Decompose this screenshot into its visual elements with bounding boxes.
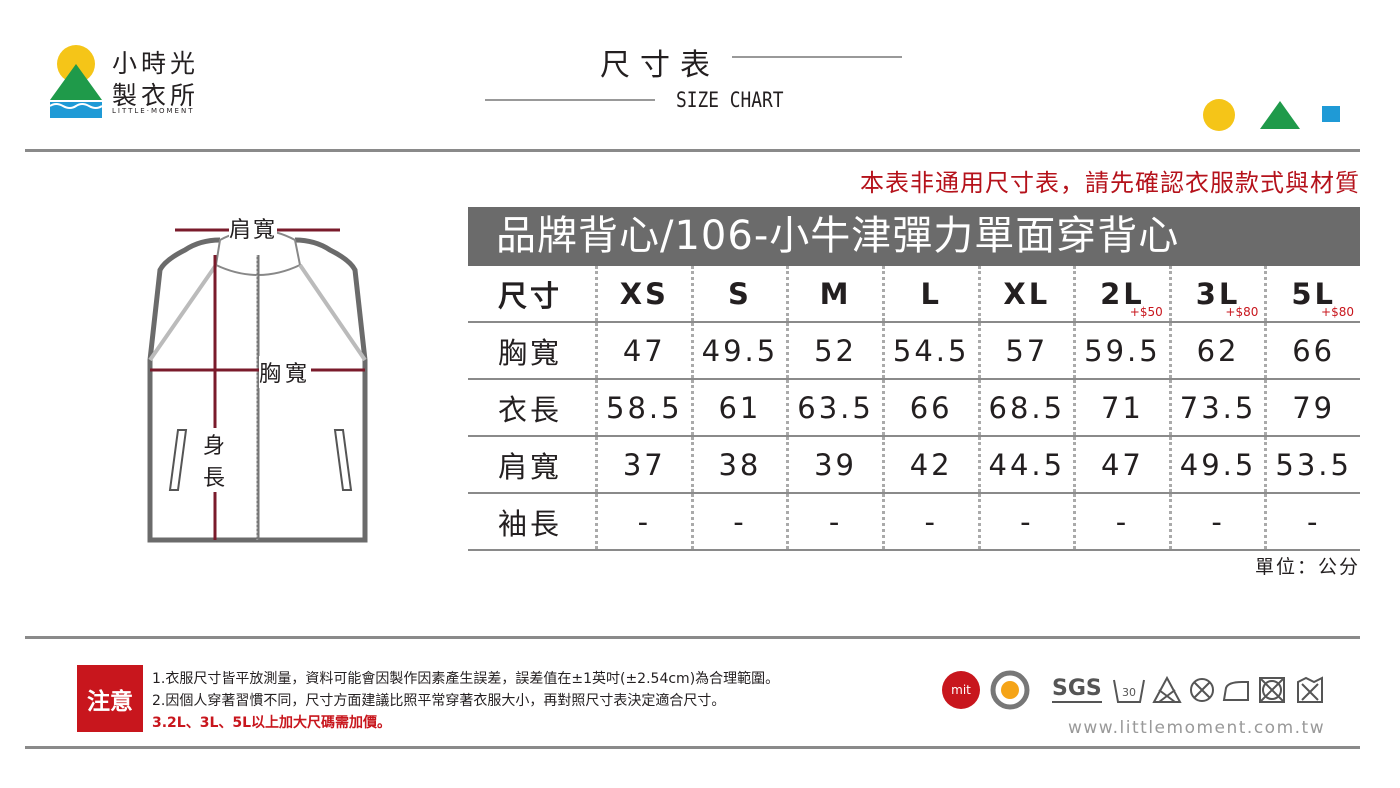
subtitle: SIZE CHART [676, 88, 784, 112]
size-label: XL [1003, 276, 1051, 311]
table-row: 肩寬 37 38 39 42 44.5 47 49.5 53.5 [468, 437, 1360, 494]
website: www.littlemoment.com.tw [1068, 718, 1326, 738]
note: 3.2L、3L、5L以上加大尺碼需加價。 [152, 715, 392, 731]
size-cell: 3L +$80 [1168, 266, 1265, 321]
brand-icons [1203, 99, 1340, 131]
length-label: 身 [203, 428, 226, 460]
value-cell: 52 [786, 323, 882, 378]
value-cell: - [1264, 494, 1360, 549]
value-cell: 58.5 [595, 380, 691, 435]
row-label: 衣長 [498, 392, 563, 427]
size-label: 5L [1291, 276, 1337, 311]
value-cell: 49.5 [1168, 437, 1265, 492]
value-cell: 38 [690, 437, 787, 492]
surcharge: +$80 [1225, 305, 1259, 319]
value-cell: 44.5 [977, 437, 1074, 492]
table-row: 袖長 - - - - - - - - [468, 494, 1360, 551]
note: 1.衣服尺寸皆平放測量，資料可能會因製作因素產生誤差，誤差值在±1英吋(±2.5… [152, 671, 780, 687]
value-cell: - [595, 494, 691, 549]
divider [25, 636, 1360, 639]
size-cell: XL [977, 266, 1074, 321]
surcharge: +$50 [1129, 305, 1163, 319]
size-cell: S [690, 266, 787, 321]
unit: 單位：公分 [1254, 556, 1360, 578]
row-label: 肩寬 [498, 449, 563, 484]
shoulder-label: 肩寬 [229, 212, 278, 244]
value-cell: 47 [595, 323, 691, 378]
value-cell: 59.5 [1073, 323, 1169, 378]
size-cell: M [786, 266, 882, 321]
value-cell: - [1168, 494, 1265, 549]
logo-tagline: LITTLE·MOMENT [112, 107, 195, 115]
size-cell: XS [595, 266, 691, 321]
value-cell: 71 [1073, 380, 1169, 435]
value-cell: 54.5 [881, 323, 978, 378]
header-row: 尺寸 XS S M L XL 2L +$50 3L +$80 5L +$80 [468, 266, 1360, 323]
value-cell: - [977, 494, 1074, 549]
size-label: M [819, 276, 852, 311]
divider [25, 149, 1360, 152]
value-cell: 49.5 [690, 323, 787, 378]
mit-badge: mit [942, 671, 980, 709]
logo-line1: 小時光 [112, 49, 200, 78]
value-cell: 62 [1168, 323, 1265, 378]
value-cell: 42 [881, 437, 978, 492]
value-cell: 53.5 [1264, 437, 1360, 492]
value-cell: - [1073, 494, 1169, 549]
chest-label: 胸寬 [259, 356, 312, 388]
logo-line2: 製衣所 [112, 81, 200, 110]
value-cell: 79 [1264, 380, 1360, 435]
length-label: 長 [203, 460, 226, 492]
size-cell: L [881, 266, 978, 321]
size-label: S [727, 276, 752, 311]
logo-icon [49, 45, 103, 118]
value-cell: 66 [881, 380, 978, 435]
value-cell: 73.5 [1168, 380, 1265, 435]
size-label: L [920, 276, 942, 311]
value-cell: - [690, 494, 787, 549]
value-cell: 39 [786, 437, 882, 492]
table-row: 胸寬 47 49.5 52 54.5 57 59.5 62 66 [468, 323, 1360, 380]
value-cell: - [881, 494, 978, 549]
size-label: XS [619, 276, 669, 311]
size-table: 品牌背心/106-小牛津彈力單面穿背心 尺寸 XS S M L XL 2L +$50 3L +$8… [468, 207, 1360, 551]
size-cell: 5L +$80 [1264, 266, 1360, 321]
divider [25, 746, 1360, 749]
row-label: 胸寬 [498, 335, 563, 370]
size-cell: 2L +$50 [1073, 266, 1169, 321]
value-cell: 68.5 [977, 380, 1074, 435]
value-cell: 37 [595, 437, 691, 492]
value-cell: 63.5 [786, 380, 882, 435]
table-title: 品牌背心/106-小牛津彈力單面穿背心 [468, 207, 1360, 266]
value-cell: - [786, 494, 882, 549]
care-icons: 30 [1113, 675, 1323, 703]
size-label: 3L [1195, 276, 1241, 311]
value-cell: 47 [1073, 437, 1169, 492]
svg-text:30: 30 [1122, 686, 1136, 699]
note: 2.因個人穿著習慣不同，尺寸方面建議比照平常穿著衣服大小，再對照尺寸表決定適合尺… [152, 693, 726, 709]
table-row: 衣長 58.5 61 63.5 66 68.5 71 73.5 79 [468, 380, 1360, 437]
value-cell: 61 [690, 380, 787, 435]
header-cell: 尺寸 [498, 278, 563, 313]
surcharge: +$80 [1321, 305, 1354, 319]
rule [485, 99, 655, 101]
row-label: 袖長 [498, 506, 563, 541]
value-cell: 57 [977, 323, 1074, 378]
value-cell: 66 [1264, 323, 1360, 378]
title: 尺寸表 [600, 48, 720, 83]
notice: 本表非通用尺寸表，請先確認衣服款式與材質 [860, 169, 1360, 197]
size-label: 2L [1100, 276, 1145, 311]
sgs-badge: SGS [1052, 676, 1102, 703]
rule [732, 56, 902, 58]
quality-badge [990, 670, 1030, 710]
notice-label: 注意 [77, 665, 143, 732]
